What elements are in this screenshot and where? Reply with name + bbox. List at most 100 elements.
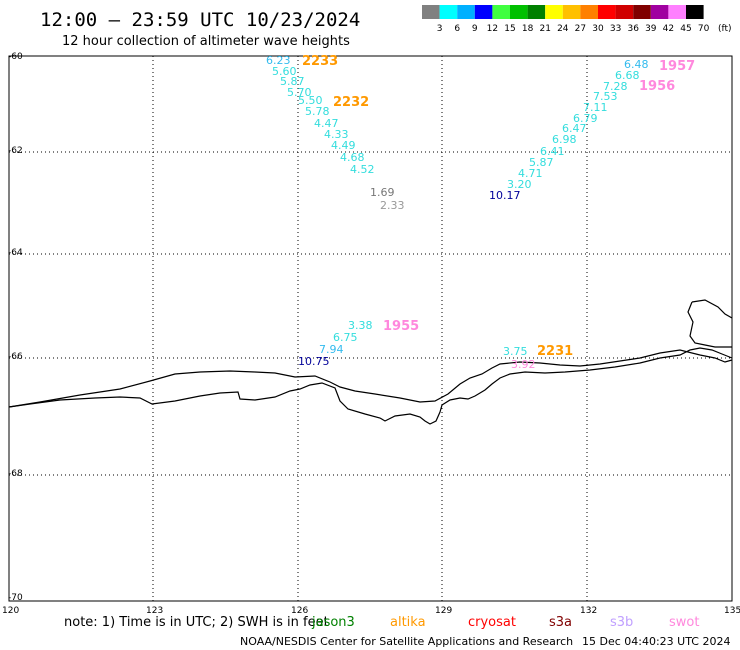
pass-time-label: 1955 xyxy=(383,319,419,334)
lat-label: -60 xyxy=(8,52,23,62)
lon-label: 129 xyxy=(435,606,452,616)
legend-swatch xyxy=(650,5,669,19)
lon-label: 123 xyxy=(146,606,163,616)
lon-label: 120 xyxy=(2,606,19,616)
legend-label: 6 xyxy=(454,24,460,34)
lon-label: 132 xyxy=(580,606,597,616)
wave-height-value: 4.71 xyxy=(518,167,543,180)
lat-label: -68 xyxy=(8,469,23,479)
lat-label: -70 xyxy=(8,593,23,603)
map-subtitle: 12 hour collection of altimeter wave hei… xyxy=(62,34,350,49)
legend-unit: (ft) xyxy=(718,24,732,34)
lat-label: -66 xyxy=(8,352,23,362)
wave-height-value: 4.52 xyxy=(350,163,375,176)
lon-label: 135 xyxy=(724,606,740,616)
wave-height-value: 6.68 xyxy=(615,69,640,82)
satellite-name: swot xyxy=(669,615,699,630)
legend-label: 45 xyxy=(680,24,691,34)
legend-swatch xyxy=(439,5,458,19)
wave-height-value: 6.98 xyxy=(552,133,577,146)
lat-label: -62 xyxy=(8,146,23,156)
legend-swatch xyxy=(668,5,686,19)
legend-label: 33 xyxy=(610,24,621,34)
wave-height-value: 10.75 xyxy=(298,355,330,368)
satellite-name: s3a xyxy=(549,615,572,630)
lat-label: -64 xyxy=(8,248,23,258)
legend-swatch xyxy=(615,5,634,19)
wave-height-value: 3.75 xyxy=(503,345,528,358)
wave-height-value: 4.49 xyxy=(331,139,356,152)
wave-height-value: 7.11 xyxy=(583,101,608,114)
wave-height-value: 5.87 xyxy=(280,75,305,88)
wave-height-value: 5.87 xyxy=(529,156,554,169)
wave-height-value: 5.50 xyxy=(298,94,323,107)
coastline xyxy=(8,299,733,425)
wave-height-value: 10.17 xyxy=(489,189,521,202)
wave-height-value: 6.23 xyxy=(266,54,291,67)
legend-label: 30 xyxy=(592,24,604,34)
wave-height-value: 6.47 xyxy=(562,122,587,135)
legend-swatch xyxy=(474,5,493,19)
legend-label: 9 xyxy=(472,24,478,34)
legend-label: 27 xyxy=(575,24,586,34)
pass-time-label: 1956 xyxy=(639,79,675,94)
wave-height-value: 5.70 xyxy=(287,86,312,99)
legend-swatch xyxy=(492,5,510,19)
map-title: 12:00 – 23:59 UTC 10/23/2024 xyxy=(40,9,360,31)
wave-height-value: 7.53 xyxy=(593,90,618,103)
legend-label: 18 xyxy=(522,24,534,34)
legend-swatch xyxy=(580,5,598,19)
legend-label: 3 xyxy=(437,24,443,34)
legend-label: 39 xyxy=(645,24,657,34)
legend-label: 36 xyxy=(627,24,639,34)
wave-height-value: 1.69 xyxy=(370,186,395,199)
pass-time-label: 1957 xyxy=(659,59,695,74)
legend-swatch xyxy=(598,5,616,19)
legend-swatch xyxy=(457,5,475,19)
legend-label: 70 xyxy=(698,24,710,34)
wave-height-value: 3.92 xyxy=(511,358,536,371)
footer-note: note: 1) Time is in UTC; 2) SWH is in fe… xyxy=(64,615,329,630)
satellite-name: cryosat xyxy=(468,615,516,630)
wave-height-value: 4.47 xyxy=(314,117,339,130)
wave-height-value: 5.60 xyxy=(272,65,297,78)
wave-height-value: 3.38 xyxy=(348,319,373,332)
legend-swatch xyxy=(545,5,563,19)
legend-swatch xyxy=(422,5,440,19)
legend-label: 42 xyxy=(663,24,674,34)
wave-height-value: 6.79 xyxy=(573,112,598,125)
color-legend: 3 6 9 12 15 18 21 24 27 30 33 36 39 42 45 70 (ft) xyxy=(422,5,732,34)
grid xyxy=(9,56,732,601)
footer-credit: NOAA/NESDIS Center for Satellite Applica… xyxy=(240,635,573,648)
legend-label: 15 xyxy=(504,24,515,34)
legend-label: 12 xyxy=(487,24,498,34)
satellite-name: altika xyxy=(390,615,426,630)
legend-swatch xyxy=(633,5,651,19)
footer-timestamp: 15 Dec 04:40:23 UTC 2024 xyxy=(582,635,730,648)
satellite-name: s3b xyxy=(610,615,633,630)
wave-height-value: 6.41 xyxy=(540,145,565,158)
satellite-legend: jason3 altika cryosat s3a s3b swot xyxy=(311,615,699,630)
wave-height-value: 2.33 xyxy=(380,199,405,212)
legend-swatch xyxy=(686,5,704,19)
wave-height-value: 3.20 xyxy=(507,178,532,191)
pass-time-label: 2231 xyxy=(537,344,573,359)
legend-swatch xyxy=(527,5,546,19)
pass-time-label: 2232 xyxy=(333,95,369,110)
wave-height-value: 5.78 xyxy=(305,105,330,118)
wave-height-value: 7.28 xyxy=(603,80,628,93)
track-labels: 6.235.605.875.705.505.784.474.334.494.68… xyxy=(266,54,695,371)
plot-frame xyxy=(8,55,733,602)
wave-height-value: 4.33 xyxy=(324,128,349,141)
wave-height-value: 4.68 xyxy=(340,151,365,164)
wave-height-value: 7.94 xyxy=(319,343,344,356)
wave-height-value: 6.75 xyxy=(333,331,358,344)
legend-swatch xyxy=(562,5,581,19)
pass-time-label: 2233 xyxy=(302,54,338,69)
legend-label: 24 xyxy=(557,24,569,34)
lon-label: 126 xyxy=(291,606,308,616)
satellite-name: jason3 xyxy=(311,615,355,630)
legend-label: 21 xyxy=(539,24,550,34)
wave-height-value: 6.48 xyxy=(624,58,649,71)
